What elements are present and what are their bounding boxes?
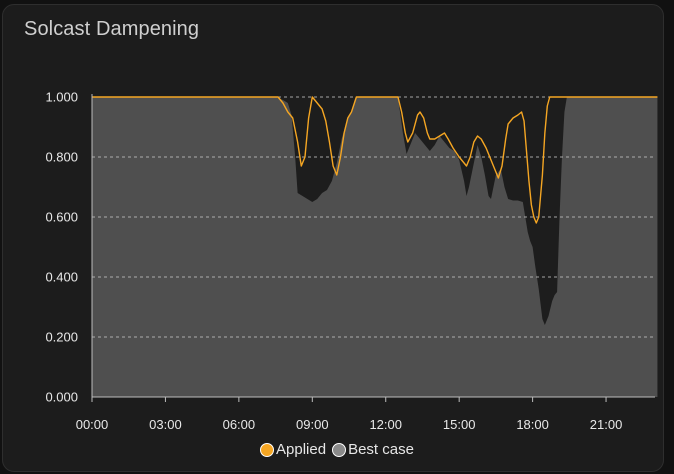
- applied-line-layer: [92, 96, 658, 224]
- best-case-area-layer: [92, 96, 658, 397]
- legend-item-applied[interactable]: Applied: [260, 441, 326, 458]
- x-tick-label: 21:00: [590, 417, 623, 432]
- y-tick-label: 1.000: [45, 90, 78, 105]
- y-tick-label: 0.800: [45, 150, 78, 165]
- x-tick-label: 06:00: [223, 417, 256, 432]
- y-tick-label: 0.000: [45, 390, 78, 405]
- legend-label-applied: Applied: [276, 441, 327, 458]
- applied-line: [92, 96, 658, 224]
- axes: 0.000 0.200 0.400 0.600 0.800 1.000 00:00 03:00…: [45, 90, 655, 432]
- x-tick-label: 00:00: [76, 417, 109, 432]
- y-tick-label: 0.400: [45, 270, 78, 285]
- x-tick-label: 09:00: [296, 417, 329, 432]
- x-tick-label: 18:00: [516, 417, 549, 432]
- x-tick-label: 03:00: [149, 417, 182, 432]
- applied-swatch-icon: [260, 442, 275, 457]
- legend-item-best-case[interactable]: Best case: [332, 441, 414, 458]
- best-case-area: [92, 97, 658, 397]
- y-tick-label: 0.600: [45, 210, 78, 225]
- best-case-swatch-icon: [332, 442, 347, 457]
- card-title: Solcast Dampening: [24, 18, 200, 40]
- chart-legend: Applied Best case: [0, 441, 674, 458]
- x-tick-label: 15:00: [443, 417, 476, 432]
- legend-label-best-case: Best case: [348, 441, 414, 458]
- x-tick-label: 12:00: [369, 417, 402, 432]
- y-tick-label: 0.200: [45, 330, 78, 345]
